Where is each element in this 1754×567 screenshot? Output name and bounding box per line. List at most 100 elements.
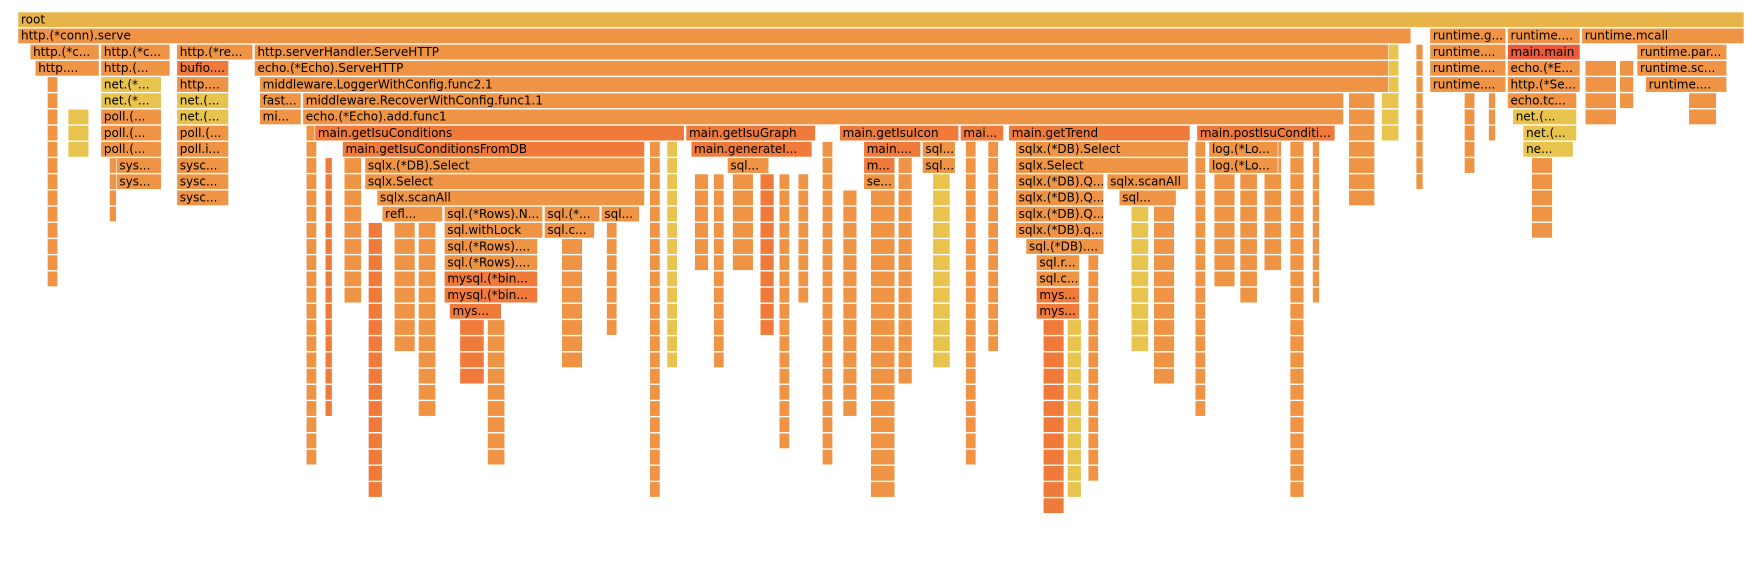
frame-33[interactable]: echo.(*Echo).add.func1 [302,108,1344,125]
stack-sliver-27-13[interactable] [987,222,999,239]
stack-sliver-29-21[interactable] [1067,351,1082,368]
stack-sliver-13-27[interactable] [649,449,661,466]
frame-32[interactable]: mi... [259,108,302,125]
stack-sliver-4-20[interactable] [324,335,333,352]
stack-sliver-38-17[interactable] [1312,287,1320,304]
stack-sliver-34-13[interactable] [1213,222,1236,239]
stack-sliver-6-24[interactable] [368,400,383,417]
stack-sliver-6-18[interactable] [368,303,383,320]
stack-sliver-13-22[interactable] [649,368,661,385]
stack-sliver-30-15[interactable] [1087,254,1099,271]
stack-sliver-30-17[interactable] [1087,287,1099,304]
stack-sliver-20-11[interactable] [797,189,809,206]
stack-sliver-22-15[interactable] [842,254,858,271]
frame-bar[interactable] [29,44,100,61]
stack-sliver-39-11[interactable] [1348,189,1375,206]
stack-sliver-30-27[interactable] [1087,449,1099,466]
stack-sliver-30-24[interactable] [1087,400,1099,417]
stack-sliver-21-20[interactable] [822,335,833,352]
stack-sliver-19-16[interactable] [778,270,790,287]
stack-sliver-18-10[interactable] [759,173,775,190]
frame-bar[interactable] [176,92,229,109]
stack-sliver-41-8[interactable] [1415,141,1424,158]
stack-sliver-0-8[interactable] [47,141,58,158]
stack-sliver-41-9[interactable] [1415,157,1424,174]
frame-0[interactable]: root [17,11,1745,28]
stack-sliver-37-22[interactable] [1289,368,1305,385]
frame-bar[interactable] [100,141,162,158]
stack-sliver-30-20[interactable] [1087,335,1099,352]
frame-bar[interactable] [863,141,921,158]
stack-sliver-31-18[interactable] [1130,303,1149,320]
stack-sliver-40-7[interactable] [1381,125,1400,142]
stack-sliver-3-19[interactable] [305,319,317,336]
stack-sliver-37-8[interactable] [1289,141,1305,158]
stack-sliver-5-11[interactable] [343,189,362,206]
frame-bar[interactable] [1208,157,1279,174]
stack-sliver-28-26[interactable] [1042,432,1065,449]
frame-27[interactable]: fast... [259,92,302,109]
stack-sliver-24-17[interactable] [897,287,913,304]
stack-sliver-26-26[interactable] [965,432,977,449]
frame-bar[interactable] [1429,60,1507,77]
frame-bar[interactable] [302,108,1344,125]
stack-sliver-23-20[interactable] [870,335,896,352]
stack-sliver-21-17[interactable] [822,287,833,304]
stack-sliver-22-19[interactable] [842,319,858,336]
stack-sliver-0-9[interactable] [47,157,58,174]
stack-sliver-0-7[interactable] [47,125,58,142]
stack-sliver-10-25[interactable] [487,416,506,433]
stack-sliver-12-14[interactable] [606,238,618,255]
stack-sliver-10-19[interactable] [487,319,506,336]
stack-sliver-28-21[interactable] [1042,351,1065,368]
stack-sliver-19-25[interactable] [778,416,790,433]
stack-sliver-30-18[interactable] [1087,303,1099,320]
frame-bar[interactable] [544,206,600,223]
stack-sliver-29-22[interactable] [1067,368,1082,385]
stack-sliver-0-16[interactable] [47,270,58,287]
stack-sliver-29-26[interactable] [1067,432,1082,449]
stack-sliver-8-14[interactable] [418,238,436,255]
stack-sliver-21-21[interactable] [822,351,833,368]
frame-40[interactable]: mai... [960,125,1004,142]
stack-sliver-46-4[interactable] [1619,76,1634,93]
frame-6[interactable]: http.(*c... [100,44,171,61]
stack-sliver-42-9[interactable] [1464,157,1476,174]
stack-sliver-4-12[interactable] [324,206,333,223]
stack-sliver-26-12[interactable] [965,206,977,223]
frame-13[interactable]: http.(... [100,60,171,77]
stack-sliver-35-14[interactable] [1239,238,1258,255]
stack-sliver-22-13[interactable] [842,222,858,239]
frame-bar[interactable] [1118,189,1177,206]
stack-sliver-26-13[interactable] [965,222,977,239]
stack-sliver-33-13[interactable] [1194,222,1206,239]
stack-sliver-23-21[interactable] [870,351,896,368]
frame-bar[interactable] [176,141,229,158]
frame-72[interactable]: sql.(*Rows).N... [444,206,544,223]
stack-sliver-35-15[interactable] [1239,254,1258,271]
frame-bar[interactable] [100,125,162,142]
stack-sliver-14-18[interactable] [666,303,678,320]
stack-sliver-9-19[interactable] [459,319,485,336]
frame-bar[interactable] [17,11,1745,28]
stack-sliver-19-10[interactable] [778,173,790,190]
frame-45[interactable]: poll.i... [176,141,229,158]
stack-sliver-23-29[interactable] [870,481,896,498]
stack-sliver-13-13[interactable] [649,222,661,239]
stack-sliver-19-24[interactable] [778,400,790,417]
stack-sliver-32-18[interactable] [1153,303,1175,320]
frame-bar[interactable] [1036,287,1080,304]
stack-sliver-44-12[interactable] [1531,206,1553,223]
stack-sliver-33-19[interactable] [1194,319,1206,336]
stack-sliver-37-10[interactable] [1289,173,1305,190]
stack-sliver-12-16[interactable] [606,270,618,287]
frame-bar[interactable] [1036,303,1080,320]
stack-sliver-22-18[interactable] [842,303,858,320]
stack-sliver-47-6[interactable] [1688,108,1717,125]
stack-sliver-11-17[interactable] [561,287,583,304]
stack-sliver-25-20[interactable] [932,335,951,352]
stack-sliver-4-11[interactable] [324,189,333,206]
frame-bar[interactable] [17,27,1412,44]
stack-sliver-45-3[interactable] [1584,60,1617,77]
stack-sliver-19-12[interactable] [778,206,790,223]
